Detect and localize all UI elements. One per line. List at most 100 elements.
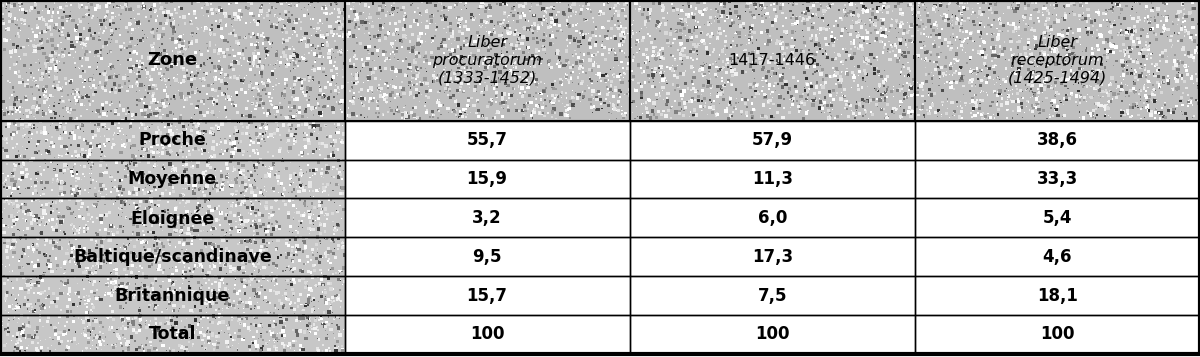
Bar (66, 16, 70, 19)
Bar (71, 46, 73, 50)
Bar (313, 173, 316, 175)
Bar (490, 104, 492, 106)
Bar (46, 298, 47, 300)
Bar (142, 37, 144, 39)
Bar (624, 112, 628, 115)
Bar (696, 1, 700, 4)
Bar (64, 181, 65, 183)
Bar (886, 117, 888, 120)
Bar (286, 319, 288, 321)
Bar (348, 114, 352, 117)
Bar (310, 271, 312, 273)
Bar (138, 310, 142, 312)
Bar (72, 246, 74, 250)
Bar (702, 75, 704, 77)
Bar (55, 229, 59, 232)
Bar (241, 261, 245, 264)
Bar (503, 1, 506, 5)
Bar (722, 99, 725, 101)
Bar (1129, 51, 1132, 53)
Bar (398, 20, 401, 23)
Bar (1014, 9, 1016, 13)
Bar (74, 150, 77, 154)
Bar (270, 104, 272, 106)
Bar (256, 82, 258, 85)
Bar (328, 194, 330, 196)
Bar (25, 125, 29, 128)
Bar (394, 112, 395, 115)
Bar (1085, 27, 1087, 29)
Bar (353, 97, 355, 100)
Bar (302, 317, 305, 320)
Bar (293, 254, 295, 256)
Bar (402, 92, 406, 95)
Bar (955, 3, 956, 4)
Bar (504, 72, 508, 75)
Bar (16, 61, 18, 63)
Bar (620, 61, 623, 63)
Bar (448, 56, 451, 60)
Bar (109, 110, 112, 112)
Bar (982, 112, 984, 115)
Bar (689, 50, 691, 53)
Bar (240, 79, 244, 82)
Bar (1049, 18, 1050, 19)
Bar (305, 305, 307, 307)
Bar (384, 5, 386, 7)
Bar (155, 177, 157, 180)
Bar (212, 246, 215, 248)
Bar (199, 216, 203, 220)
Bar (38, 320, 41, 322)
Bar (431, 37, 433, 39)
Bar (1124, 61, 1126, 62)
Bar (611, 17, 613, 20)
Bar (426, 82, 428, 85)
Bar (1055, 51, 1057, 53)
Bar (241, 318, 242, 320)
Bar (337, 8, 340, 11)
Bar (308, 96, 310, 97)
Bar (85, 311, 89, 314)
Bar (432, 80, 434, 83)
Bar (220, 35, 222, 38)
Bar (630, 237, 914, 276)
Bar (467, 114, 468, 115)
Bar (52, 201, 54, 202)
Bar (611, 113, 612, 114)
Bar (104, 85, 106, 86)
Bar (203, 150, 204, 152)
Bar (25, 110, 28, 112)
Bar (287, 216, 290, 219)
Bar (60, 340, 64, 343)
Bar (17, 47, 19, 49)
Bar (77, 306, 78, 307)
Bar (110, 343, 114, 346)
Bar (274, 23, 276, 25)
Bar (1178, 74, 1181, 77)
Bar (262, 123, 264, 126)
Bar (344, 160, 630, 198)
Bar (251, 90, 253, 91)
Bar (236, 212, 240, 216)
Bar (686, 87, 690, 90)
Bar (241, 53, 245, 56)
Bar (648, 9, 652, 12)
Bar (760, 56, 762, 58)
Bar (302, 240, 305, 242)
Bar (414, 45, 415, 47)
Bar (653, 81, 654, 82)
Bar (826, 53, 827, 55)
Bar (799, 15, 800, 17)
Bar (71, 18, 72, 20)
Bar (547, 59, 551, 62)
Bar (457, 46, 458, 48)
Bar (619, 73, 620, 75)
Bar (631, 35, 632, 36)
Bar (185, 276, 187, 279)
Bar (174, 206, 178, 210)
Bar (815, 85, 818, 89)
Bar (815, 0, 818, 3)
Bar (151, 46, 155, 49)
Bar (977, 50, 980, 53)
Bar (50, 226, 53, 228)
